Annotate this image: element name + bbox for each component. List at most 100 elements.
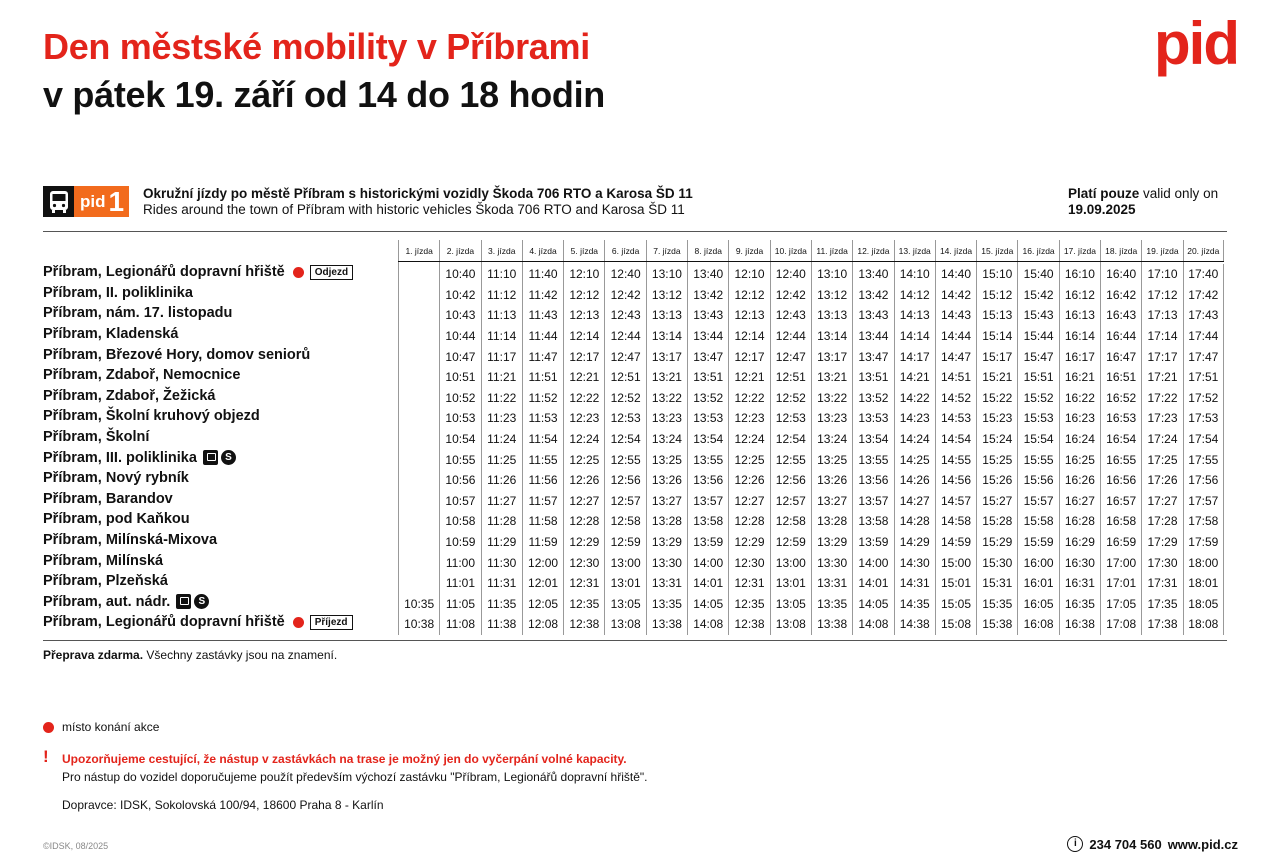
departure-time: 15:12 [976, 284, 1017, 306]
departure-time: 11:24 [480, 428, 522, 450]
departure-time: 15:28 [976, 511, 1017, 532]
trip-header: 4. jízda [521, 240, 563, 261]
departure-time: 13:55 [852, 449, 893, 470]
departure-time: 16:24 [1058, 428, 1100, 450]
departure-time: 11:57 [521, 490, 563, 512]
suburban-rail-icon: S [194, 594, 210, 610]
free-note-bold: Přeprava zdarma. [43, 648, 144, 662]
departure-time: 13:25 [810, 449, 852, 470]
table-row: 11:00 11:30 12:00 12:30 13:00 13:30 14:00 12:30… [398, 552, 1224, 573]
departure-time: 16:59 [1100, 531, 1141, 553]
departure-time: 17:22 [1141, 387, 1182, 409]
stop-name: Příbram, Zdaboř, Žežická [43, 387, 216, 404]
departure-time: 13:14 [810, 325, 852, 347]
departure-time: 14:23 [893, 408, 935, 429]
stop-row: Příbram, III. poliklinika S [43, 447, 398, 468]
stop-row: Příbram, Školní [43, 427, 398, 448]
departure-time: 14:44 [934, 325, 976, 347]
departure-time: 11:47 [521, 346, 563, 367]
departure-time: 10:35 [398, 593, 439, 615]
departure-time: 17:10 [1141, 264, 1182, 285]
trip-header: 2. jízda [439, 240, 480, 261]
departure-time: 12:25 [563, 449, 604, 470]
departure-time: 13:22 [810, 387, 852, 409]
departure-time: 15:47 [1017, 346, 1058, 367]
departure-time: 16:29 [1058, 531, 1100, 553]
departure-time: 16:52 [1100, 387, 1141, 409]
stop-row: Příbram, Zdaboř, Nemocnice [43, 365, 398, 386]
departure-time: 16:43 [1100, 305, 1141, 326]
departure-time: 13:30 [645, 552, 687, 573]
departure-time: 15:26 [976, 469, 1017, 491]
departure-time: 16:44 [1100, 325, 1141, 347]
departure-time: 14:05 [687, 593, 728, 615]
departure-time: 12:51 [604, 366, 645, 388]
departure-time: 12:47 [769, 346, 811, 367]
departure-time: 12:29 [728, 531, 769, 553]
carrier-info: Dopravce: IDSK, Sokolovská 100/94, 18600… [62, 798, 384, 812]
stop-name: Příbram, Barandov [43, 490, 173, 507]
stop-row: Příbram, Milínská [43, 550, 398, 571]
departure-time: 11:25 [480, 449, 522, 470]
grid-spacer [398, 262, 1224, 264]
departure-time: 13:27 [645, 490, 687, 512]
table-row: 10:40 11:10 11:40 12:10 12:40 13:10 13:40 12:10… [398, 264, 1224, 285]
validity-info: Platí pouze valid only on 19.09.2025 [1068, 186, 1218, 218]
departure-time: 14:47 [934, 346, 976, 367]
departure-time: 10:44 [439, 325, 480, 347]
trip-header: 12. jízda [852, 240, 893, 261]
departure-time: 15:54 [1017, 428, 1058, 450]
departure-time: 14:00 [852, 552, 893, 573]
departure-time: 16:00 [1017, 552, 1058, 573]
trip-header: 5. jízda [563, 240, 604, 261]
departure-time: 12:58 [769, 511, 811, 532]
table-row: 10:43 11:13 11:43 12:13 12:43 13:13 13:43 12:13… [398, 305, 1224, 326]
departure-time: 17:57 [1182, 490, 1224, 512]
stop-name: Příbram, Milínská-Mixova [43, 532, 218, 549]
trip-header: 15. jízda [976, 240, 1017, 261]
departure-time: 12:25 [728, 449, 769, 470]
departure-time: 14:24 [893, 428, 935, 450]
departure-time: 12:42 [604, 284, 645, 306]
stop-name: Příbram, Školní kruhový objezd [43, 408, 260, 425]
departure-time: 16:23 [1058, 408, 1100, 429]
departure-time: 13:52 [852, 387, 893, 409]
table-row: 10:57 11:27 11:57 12:27 12:57 13:27 13:57 12:27… [398, 490, 1224, 512]
departure-time: 12:10 [728, 264, 769, 285]
departure-time: 12:44 [769, 325, 811, 347]
departure-time: 13:08 [604, 614, 645, 635]
exclamation-icon: ! [43, 747, 49, 766]
departure-time [398, 325, 439, 347]
legend-event-label: místo konání akce [62, 720, 160, 734]
departure-time: 11:14 [480, 325, 522, 347]
departure-time: 11:01 [439, 572, 480, 594]
departure-time: 14:25 [893, 449, 935, 470]
departure-time: 15:05 [934, 593, 976, 615]
departure-time: 11:40 [521, 264, 563, 285]
departure-time: 17:55 [1182, 449, 1224, 470]
departure-time: 13:30 [810, 552, 852, 573]
stop-row: Příbram, Barandov [43, 489, 398, 510]
website-link[interactable]: www.pid.cz [1167, 836, 1238, 852]
departure-time: 15:10 [976, 264, 1017, 285]
departure-time: 11:28 [480, 511, 522, 532]
departure-time: 16:54 [1100, 428, 1141, 450]
departure-time: 10:47 [439, 346, 480, 367]
departure-time: 17:35 [1141, 593, 1182, 615]
departure-time: 14:58 [934, 511, 976, 532]
stop-row: Příbram, pod Kaňkou [43, 509, 398, 530]
departure-time: 13:12 [810, 284, 852, 306]
departure-time: 13:28 [810, 511, 852, 532]
stop-row: Příbram, nám. 17. listopadu [43, 303, 398, 324]
table-row: 10:56 11:26 11:56 12:26 12:56 13:26 13:56 12:26… [398, 469, 1224, 491]
event-dot-icon [292, 616, 304, 628]
warning-line-1: Upozorňujeme cestující, že nástup v zast… [62, 752, 627, 766]
trip-header: 1. jízda [398, 240, 439, 261]
departure-time: 14:05 [852, 593, 893, 615]
departure-time: 13:24 [810, 428, 852, 450]
departure-time: 12:27 [563, 490, 604, 512]
departure-time: 11:31 [480, 572, 522, 594]
departure-time: 12:52 [604, 387, 645, 409]
departure-time: 17:12 [1141, 284, 1182, 306]
table-row: 10:59 11:29 11:59 12:29 12:59 13:29 13:59 12:29… [398, 531, 1224, 553]
